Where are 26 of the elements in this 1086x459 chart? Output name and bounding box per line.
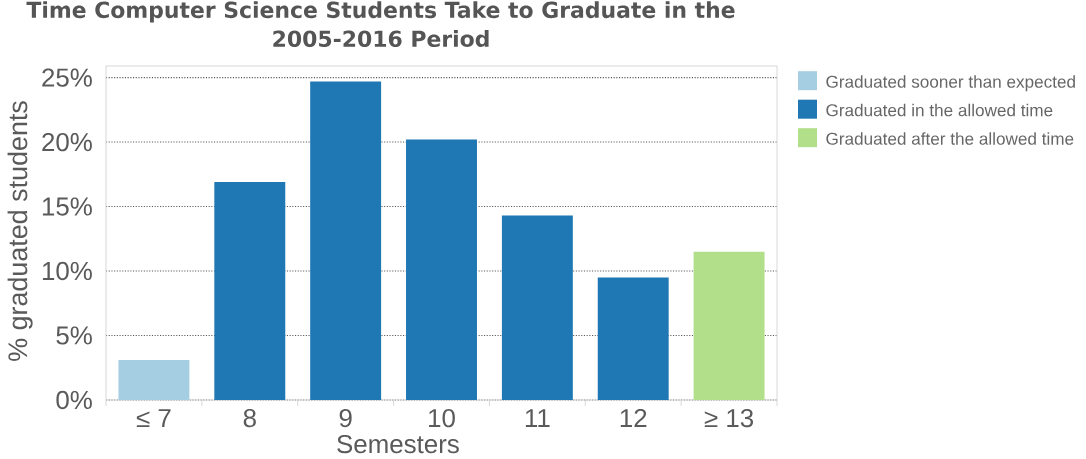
bar	[214, 182, 286, 400]
bar	[310, 81, 382, 400]
y-axis-title: % graduated students	[7, 101, 33, 361]
bar	[501, 215, 573, 400]
x-tick-label: 11	[525, 409, 550, 427]
legend-label: Graduated sooner than expected	[826, 75, 1075, 92]
bar	[597, 277, 669, 400]
x-tick-label: ≥ 13	[704, 408, 754, 428]
x-axis-title: Semesters	[337, 434, 459, 454]
bar	[118, 360, 190, 400]
x-tick-label: 9	[339, 408, 352, 428]
y-tick-label: 20%	[42, 132, 92, 152]
y-tick-label: 15%	[42, 197, 92, 216]
x-tick-label: 12	[620, 408, 647, 427]
legend-label: Graduated in the allowed time	[826, 103, 1053, 117]
bar	[406, 139, 477, 400]
x-tick-label: ≤ 7	[136, 409, 171, 427]
chart-title: Time Computer Science Students Take to Graduate in the 2005-2016 Period	[26, 1, 735, 48]
y-tick-label: 25%	[42, 68, 92, 87]
y-tick-label: 10%	[42, 261, 92, 281]
legend-label: Graduated after the allowed time	[826, 132, 1074, 145]
y-tick-label: 5%	[56, 326, 92, 345]
y-tick-label: 0%	[56, 390, 92, 410]
x-tick-label: 10	[429, 408, 455, 428]
x-tick-label: 8	[243, 408, 256, 428]
bar	[693, 251, 765, 400]
